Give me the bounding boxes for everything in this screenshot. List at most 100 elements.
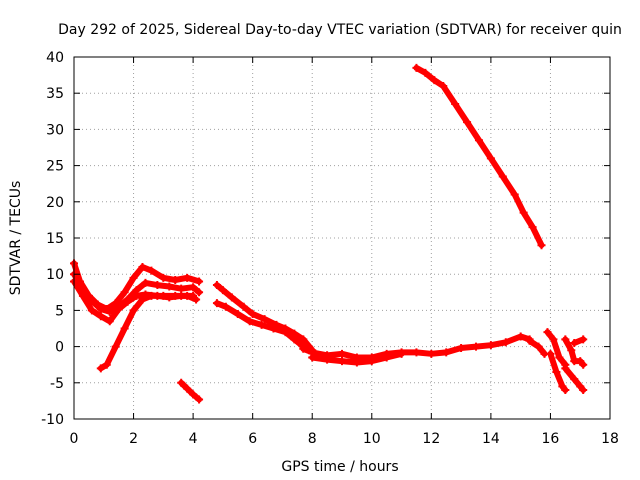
x-tick-label: 8 — [308, 431, 317, 447]
y-tick-label: 5 — [55, 303, 64, 319]
data-point — [463, 118, 472, 127]
data-point — [457, 344, 466, 353]
y-tick-label: 30 — [46, 122, 64, 138]
data-point — [537, 241, 546, 250]
data-point — [120, 324, 129, 333]
data-point — [486, 154, 495, 163]
y-axis-label: SDTVAR / TECUs — [8, 181, 24, 296]
series-track-i — [308, 349, 406, 367]
data-point — [549, 335, 558, 344]
data-point — [165, 282, 174, 291]
data-point — [412, 63, 421, 72]
x-tick-label: 16 — [542, 431, 560, 447]
y-tick-label: 10 — [46, 267, 64, 283]
data-point — [227, 293, 236, 302]
data-point — [534, 342, 543, 351]
data-point — [528, 223, 537, 232]
data-point — [323, 355, 332, 364]
data-point — [555, 353, 564, 362]
x-tick-label: 10 — [363, 431, 381, 447]
data-point — [260, 315, 269, 324]
data-point — [412, 348, 421, 357]
data-point — [233, 310, 242, 319]
data-point — [257, 320, 266, 329]
data-point — [561, 335, 570, 344]
data-point — [338, 349, 346, 358]
data-point — [129, 273, 138, 282]
data-point — [367, 357, 376, 366]
chart-title: Day 292 of 2025, Sidereal Day-to-day VTE… — [58, 22, 622, 38]
data-point — [147, 266, 156, 275]
data-point — [579, 335, 588, 344]
data-point — [96, 364, 105, 373]
series-track-e — [177, 378, 204, 404]
data-point — [78, 291, 87, 300]
data-point — [579, 360, 588, 369]
data-point — [195, 277, 204, 286]
y-tick-label: 40 — [46, 50, 64, 66]
data-point — [96, 312, 105, 321]
x-tick-label: 14 — [482, 431, 500, 447]
data-point — [290, 335, 299, 344]
axis-ticks — [73, 56, 611, 420]
data-point — [501, 338, 510, 347]
data-point — [177, 284, 186, 293]
data-point — [442, 348, 451, 357]
data-point — [561, 386, 570, 395]
data-point — [248, 310, 257, 319]
series-line — [213, 300, 313, 354]
x-tick-label: 12 — [422, 431, 440, 447]
data-point — [308, 353, 317, 362]
data-point — [218, 286, 227, 295]
data-point — [183, 291, 192, 300]
series-track-o — [561, 364, 588, 395]
data-point — [132, 291, 141, 300]
data-point — [189, 390, 198, 399]
data-point — [281, 328, 290, 337]
series-track-m — [546, 349, 570, 395]
data-point — [87, 306, 96, 315]
series-track-k — [525, 336, 549, 358]
data-point — [129, 306, 138, 315]
series-track-j — [412, 63, 546, 250]
series-track-n — [561, 335, 588, 369]
data-point — [153, 281, 162, 290]
x-tick-labels: 0 2 4 6 8 10 12 14 16 18 — [70, 431, 619, 447]
series-line — [413, 64, 545, 249]
y-tick-label: 0 — [55, 340, 64, 356]
data-point — [382, 353, 391, 362]
data-point — [159, 291, 168, 300]
data-point — [171, 275, 180, 284]
x-tick-label: 18 — [601, 431, 619, 447]
data-point — [96, 304, 105, 313]
data-point — [195, 395, 204, 404]
x-tick-label: 6 — [248, 431, 257, 447]
y-tick-label: 15 — [46, 231, 64, 247]
data-point — [430, 76, 439, 85]
data-point — [543, 328, 552, 337]
data-point — [299, 335, 308, 344]
data-point — [105, 317, 114, 326]
grid — [74, 57, 610, 419]
x-axis-label: GPS time / hours — [281, 459, 398, 475]
data-point — [552, 367, 561, 376]
series-track-g — [212, 299, 314, 355]
data-point — [171, 291, 180, 300]
data-point — [570, 338, 579, 347]
data-point — [472, 342, 480, 351]
data-point — [114, 304, 123, 313]
data-point — [147, 291, 156, 300]
data-point — [567, 346, 576, 355]
data-point — [519, 208, 528, 217]
series-track-d — [96, 291, 201, 373]
data-point — [159, 273, 168, 282]
y-tick-label: -5 — [50, 376, 64, 392]
series-line — [178, 379, 203, 403]
y-tick-label: 25 — [46, 159, 64, 175]
data-point — [510, 190, 519, 199]
data-point — [192, 295, 201, 304]
x-tick-label: 2 — [129, 431, 138, 447]
data-point — [183, 384, 192, 393]
data-point — [579, 386, 588, 395]
data-point — [102, 360, 111, 369]
